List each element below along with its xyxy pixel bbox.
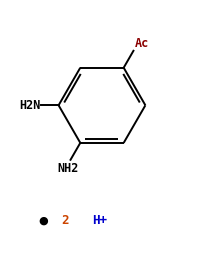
Text: H+: H+: [92, 214, 107, 227]
Text: Ac: Ac: [135, 37, 149, 50]
Text: H2N: H2N: [19, 99, 40, 112]
Text: 2: 2: [61, 214, 69, 227]
Text: ●: ●: [39, 215, 48, 225]
Text: NH2: NH2: [58, 162, 79, 175]
